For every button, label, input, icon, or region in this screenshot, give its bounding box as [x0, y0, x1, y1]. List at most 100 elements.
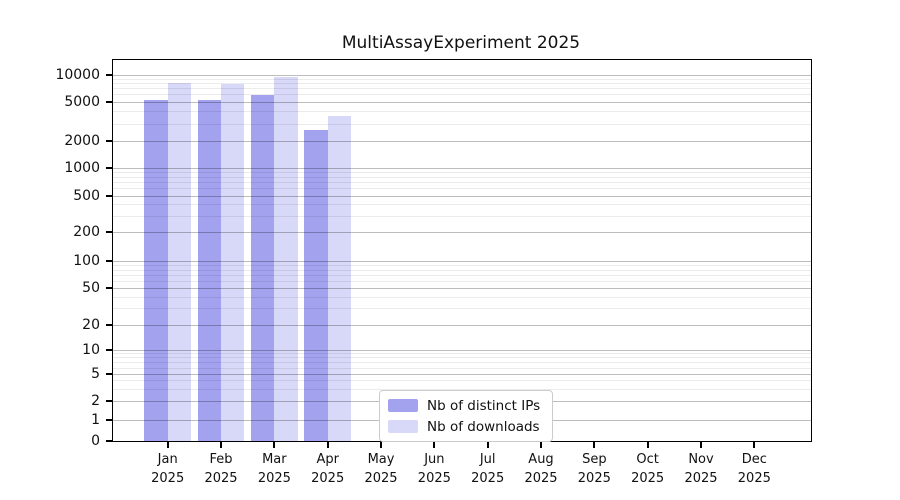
gridline-minor — [113, 88, 811, 90]
gridline-major — [113, 74, 811, 76]
gridline-minor — [113, 308, 811, 310]
gridline-minor — [113, 388, 811, 390]
x-tick-month: May — [367, 452, 395, 467]
bar-distinct-ips — [304, 129, 328, 441]
x-tick-label: Nov 2025 — [669, 450, 733, 488]
x-tick-month: Mar — [262, 452, 287, 467]
x-tick-label: Jan 2025 — [136, 450, 200, 488]
x-tick-year: 2025 — [471, 471, 505, 486]
x-tick-year: 2025 — [257, 471, 291, 486]
y-tick-mark — [106, 348, 112, 351]
gridline-major — [113, 261, 811, 262]
x-tick-month: Apr — [316, 452, 339, 467]
gridline-minor — [113, 78, 811, 80]
gridline-minor — [113, 269, 811, 271]
y-tick-mark — [106, 440, 112, 442]
gridline-minor — [113, 353, 811, 355]
x-tick-year: 2025 — [577, 471, 611, 486]
y-tick-mark — [106, 166, 112, 169]
y-tick-label: 20 — [82, 316, 100, 333]
gridline-minor — [113, 357, 811, 359]
bar-downloads — [274, 77, 298, 441]
legend-item-distinct-ips: Nb of distinct IPs — [388, 397, 540, 414]
y-tick-mark — [106, 418, 112, 421]
x-tick-month: Jun — [424, 452, 445, 467]
y-tick-label: 5 — [91, 366, 100, 382]
x-tick-year: 2025 — [684, 471, 718, 486]
bar-distinct-ips — [197, 99, 222, 441]
x-tick-label: Apr 2025 — [296, 450, 360, 488]
y-tick-mark — [106, 231, 112, 233]
y-tick-mark — [106, 100, 112, 103]
gridline-major — [113, 349, 811, 351]
x-tick-month: Sep — [582, 452, 607, 467]
x-tick-mark — [753, 442, 756, 448]
x-tick-mark — [593, 442, 596, 448]
x-tick-mark — [646, 442, 649, 448]
x-tick-mark — [326, 442, 329, 448]
y-tick-mark — [106, 73, 112, 76]
x-tick-month: Aug — [528, 452, 554, 467]
y-tick-mark — [106, 287, 112, 289]
gridline-minor — [113, 111, 811, 113]
y-tick-mark — [106, 260, 112, 262]
gridline-minor — [113, 367, 811, 369]
y-tick-label: 50 — [82, 280, 100, 296]
legend-swatch-downloads — [388, 420, 418, 433]
gridline-minor — [113, 265, 811, 267]
x-tick-mark — [220, 442, 223, 448]
y-tick-label: 100 — [73, 253, 100, 269]
x-tick-year: 2025 — [311, 471, 345, 486]
x-tick-month: Jul — [479, 452, 496, 467]
x-tick-month: Nov — [688, 452, 714, 467]
gridline-minor — [113, 215, 811, 217]
x-tick-mark — [380, 442, 383, 448]
x-tick-label: Dec 2025 — [722, 450, 786, 488]
gridline-minor — [113, 296, 811, 298]
gridline-minor — [113, 94, 811, 96]
x-tick-year: 2025 — [364, 471, 398, 486]
gridline-minor — [113, 280, 811, 282]
bar-downloads — [327, 115, 351, 441]
bar-downloads — [221, 83, 245, 441]
gridline-minor — [113, 123, 811, 125]
x-tick-year: 2025 — [417, 471, 451, 486]
gridline-minor — [113, 188, 811, 190]
bar-downloads — [167, 83, 191, 441]
gridline-major — [113, 374, 811, 375]
x-tick-month: Dec — [741, 452, 767, 467]
y-tick-mark — [106, 194, 112, 197]
legend-item-downloads: Nb of downloads — [388, 418, 540, 435]
y-tick-mark — [106, 140, 112, 142]
gridline-major — [113, 141, 811, 142]
gridline-major — [113, 167, 811, 169]
y-tick-label: 10 — [82, 341, 100, 358]
gridline-major — [113, 288, 811, 289]
x-tick-mark — [166, 442, 169, 448]
x-tick-year: 2025 — [524, 471, 558, 486]
y-tick-label: 5000 — [64, 93, 100, 110]
x-tick-label: Aug 2025 — [509, 450, 573, 488]
x-tick-label: Jun 2025 — [402, 450, 466, 488]
x-tick-label: Mar 2025 — [242, 450, 306, 488]
x-tick-month: Feb — [209, 452, 233, 467]
x-tick-month: Jan — [157, 452, 178, 467]
x-tick-year: 2025 — [737, 471, 771, 486]
gridline-major — [113, 195, 811, 197]
y-tick-label: 10000 — [55, 66, 100, 83]
y-tick-label: 500 — [73, 187, 100, 204]
x-tick-label: Feb 2025 — [189, 450, 253, 488]
x-tick-mark — [700, 442, 702, 448]
chart-title: MultiAssayExperiment 2025 — [341, 33, 581, 53]
bar-distinct-ips — [144, 99, 168, 441]
x-tick-year: 2025 — [204, 471, 238, 486]
legend: Nb of distinct IPs Nb of downloads — [379, 390, 554, 442]
x-tick-year: 2025 — [151, 471, 185, 486]
y-tick-label: 1 — [91, 411, 100, 428]
x-tick-mark — [433, 442, 436, 448]
gridline-minor — [113, 362, 811, 364]
gridline-minor — [113, 83, 811, 85]
x-tick-label: Oct 2025 — [616, 450, 680, 488]
gridline-minor — [113, 176, 811, 178]
